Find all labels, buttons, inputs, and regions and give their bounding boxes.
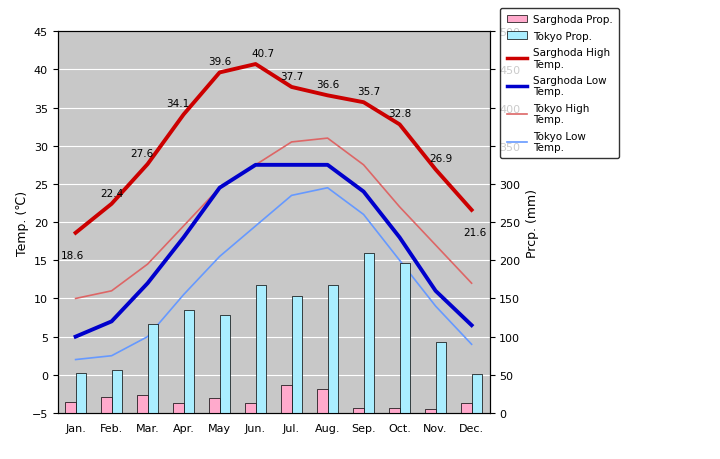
Y-axis label: Prcp. (mm): Prcp. (mm) [526,188,539,257]
Bar [353,409,364,413]
Bar [256,285,266,413]
Text: 34.1: 34.1 [166,99,190,109]
Bar [76,374,86,413]
Bar [436,342,446,413]
Bar [101,397,112,413]
Bar [328,285,338,413]
Bar [461,403,472,413]
Bar [65,403,76,413]
Legend: Sarghoda Prop., Tokyo Prop., Sarghoda High
Temp., Sarghoda Low
Temp., Tokyo High: Sarghoda Prop., Tokyo Prop., Sarghoda Hi… [500,9,618,159]
Bar [292,297,302,413]
Bar [220,316,230,413]
Bar [137,395,148,413]
Text: 37.7: 37.7 [280,72,303,82]
Y-axis label: Temp. (℃): Temp. (℃) [16,190,29,255]
Bar [364,253,374,413]
Text: 32.8: 32.8 [388,109,411,119]
Bar [281,385,292,413]
Text: 27.6: 27.6 [130,149,154,159]
Text: 36.6: 36.6 [316,80,339,90]
Bar [425,409,436,413]
Bar [209,398,220,413]
Bar [472,374,482,413]
Bar [184,310,194,413]
Bar [173,403,184,413]
Bar [317,390,328,413]
Bar [389,408,400,413]
Bar [112,370,122,413]
Text: 18.6: 18.6 [60,250,84,260]
Text: 40.7: 40.7 [251,49,274,59]
Bar [245,403,256,413]
Text: 21.6: 21.6 [464,227,487,237]
Text: 35.7: 35.7 [357,87,381,97]
Text: 22.4: 22.4 [100,188,123,198]
Bar [148,324,158,413]
Bar [400,263,410,413]
Text: 39.6: 39.6 [208,57,231,67]
Text: 26.9: 26.9 [429,154,453,164]
